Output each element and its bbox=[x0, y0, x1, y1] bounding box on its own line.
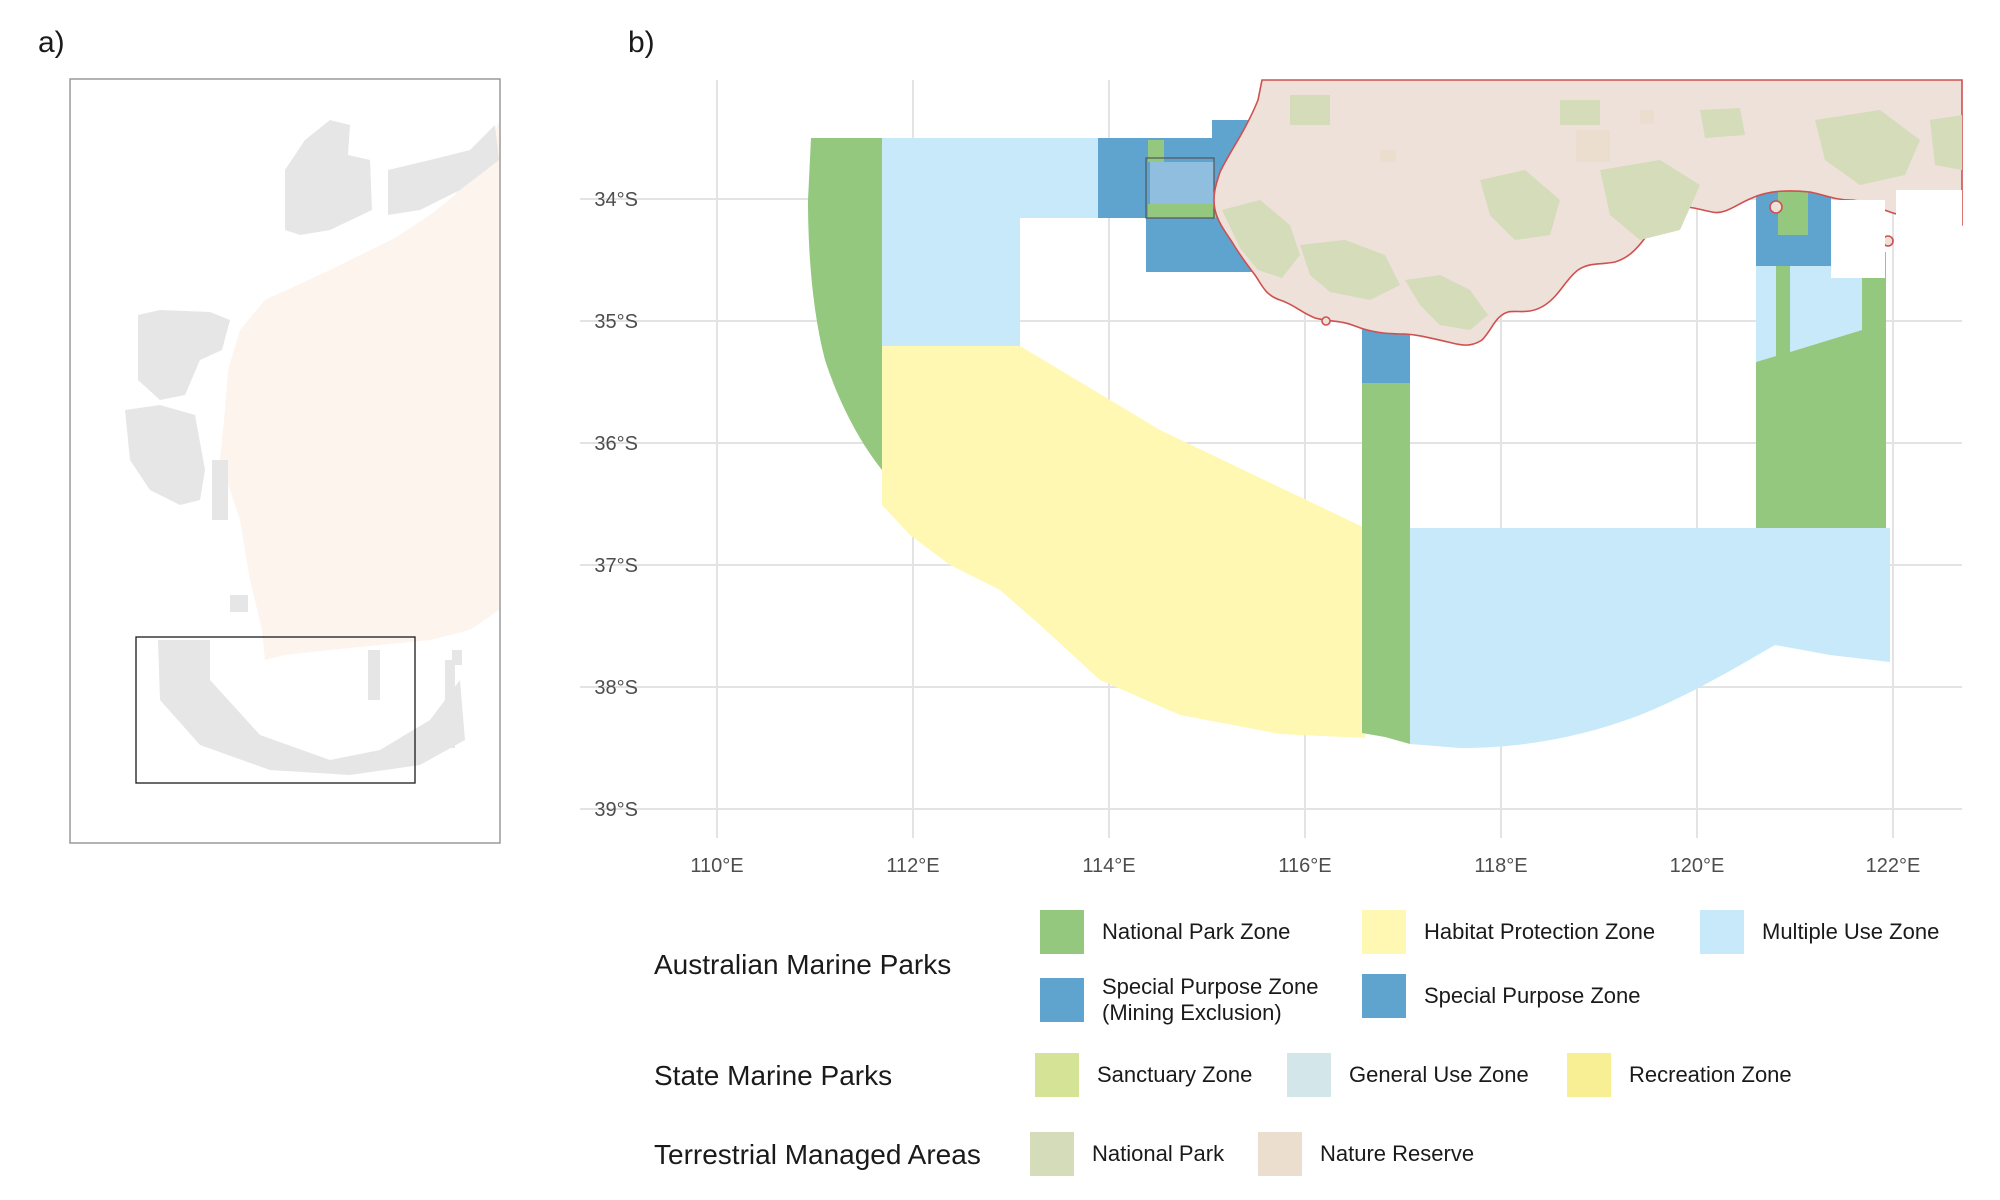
terrestrial-national-parks bbox=[1222, 95, 1962, 330]
sanctuary-zone-strip bbox=[1148, 204, 1216, 218]
y-axis-labels: 34°S 35°S 36°S 37°S 38°S 39°S bbox=[594, 189, 638, 821]
terrestrial-nature-reserves bbox=[1380, 110, 1654, 162]
overview-land bbox=[220, 120, 499, 660]
detail-map bbox=[580, 79, 1963, 838]
x-tick-120: 120°E bbox=[1670, 855, 1725, 877]
x-tick-112: 112°E bbox=[886, 855, 939, 877]
national-park-zone-central bbox=[1362, 383, 1410, 744]
y-tick-39: 39°S bbox=[594, 799, 638, 821]
multiple-use-zone-northwest bbox=[882, 138, 1098, 346]
east-coast-gap-2 bbox=[1896, 190, 1962, 230]
national-park-zone-west bbox=[808, 138, 882, 470]
panel-a-label: a) bbox=[38, 26, 65, 59]
x-tick-114: 114°E bbox=[1082, 855, 1135, 877]
national-park-zone-east bbox=[1756, 266, 1886, 528]
y-tick-38: 38°S bbox=[594, 677, 638, 699]
special-purpose-zone-block-1 bbox=[1098, 138, 1146, 218]
y-tick-35: 35°S bbox=[594, 311, 638, 333]
national-park-zone-east-small bbox=[1778, 190, 1808, 235]
general-use-zone-patch bbox=[1150, 162, 1214, 204]
east-coast-gap bbox=[1831, 200, 1885, 278]
x-tick-110: 110°E bbox=[690, 855, 743, 877]
habitat-protection-zone-area bbox=[882, 346, 1365, 738]
overview-map bbox=[69, 78, 501, 844]
y-tick-36: 36°S bbox=[594, 433, 638, 455]
overview-marine-parks bbox=[125, 120, 499, 775]
state-park-extent-box bbox=[1145, 157, 1215, 219]
multiple-use-zone-east bbox=[1756, 266, 1862, 362]
y-tick-34: 34°S bbox=[594, 189, 638, 211]
multiple-use-zone-south bbox=[1410, 528, 1890, 748]
overview-extent-box bbox=[135, 636, 416, 784]
land-mass bbox=[1213, 79, 1963, 346]
y-tick-37: 37°S bbox=[594, 555, 638, 577]
sanctuary-zone-small bbox=[1148, 140, 1164, 162]
panel-b-label: b) bbox=[628, 26, 655, 59]
x-tick-122: 122°E bbox=[1866, 855, 1921, 877]
x-tick-118: 118°E bbox=[1474, 855, 1527, 877]
x-tick-116: 116°E bbox=[1278, 855, 1331, 877]
x-axis-labels: 110°E 112°E 114°E 116°E 118°E 120°E 122°… bbox=[690, 855, 1920, 877]
